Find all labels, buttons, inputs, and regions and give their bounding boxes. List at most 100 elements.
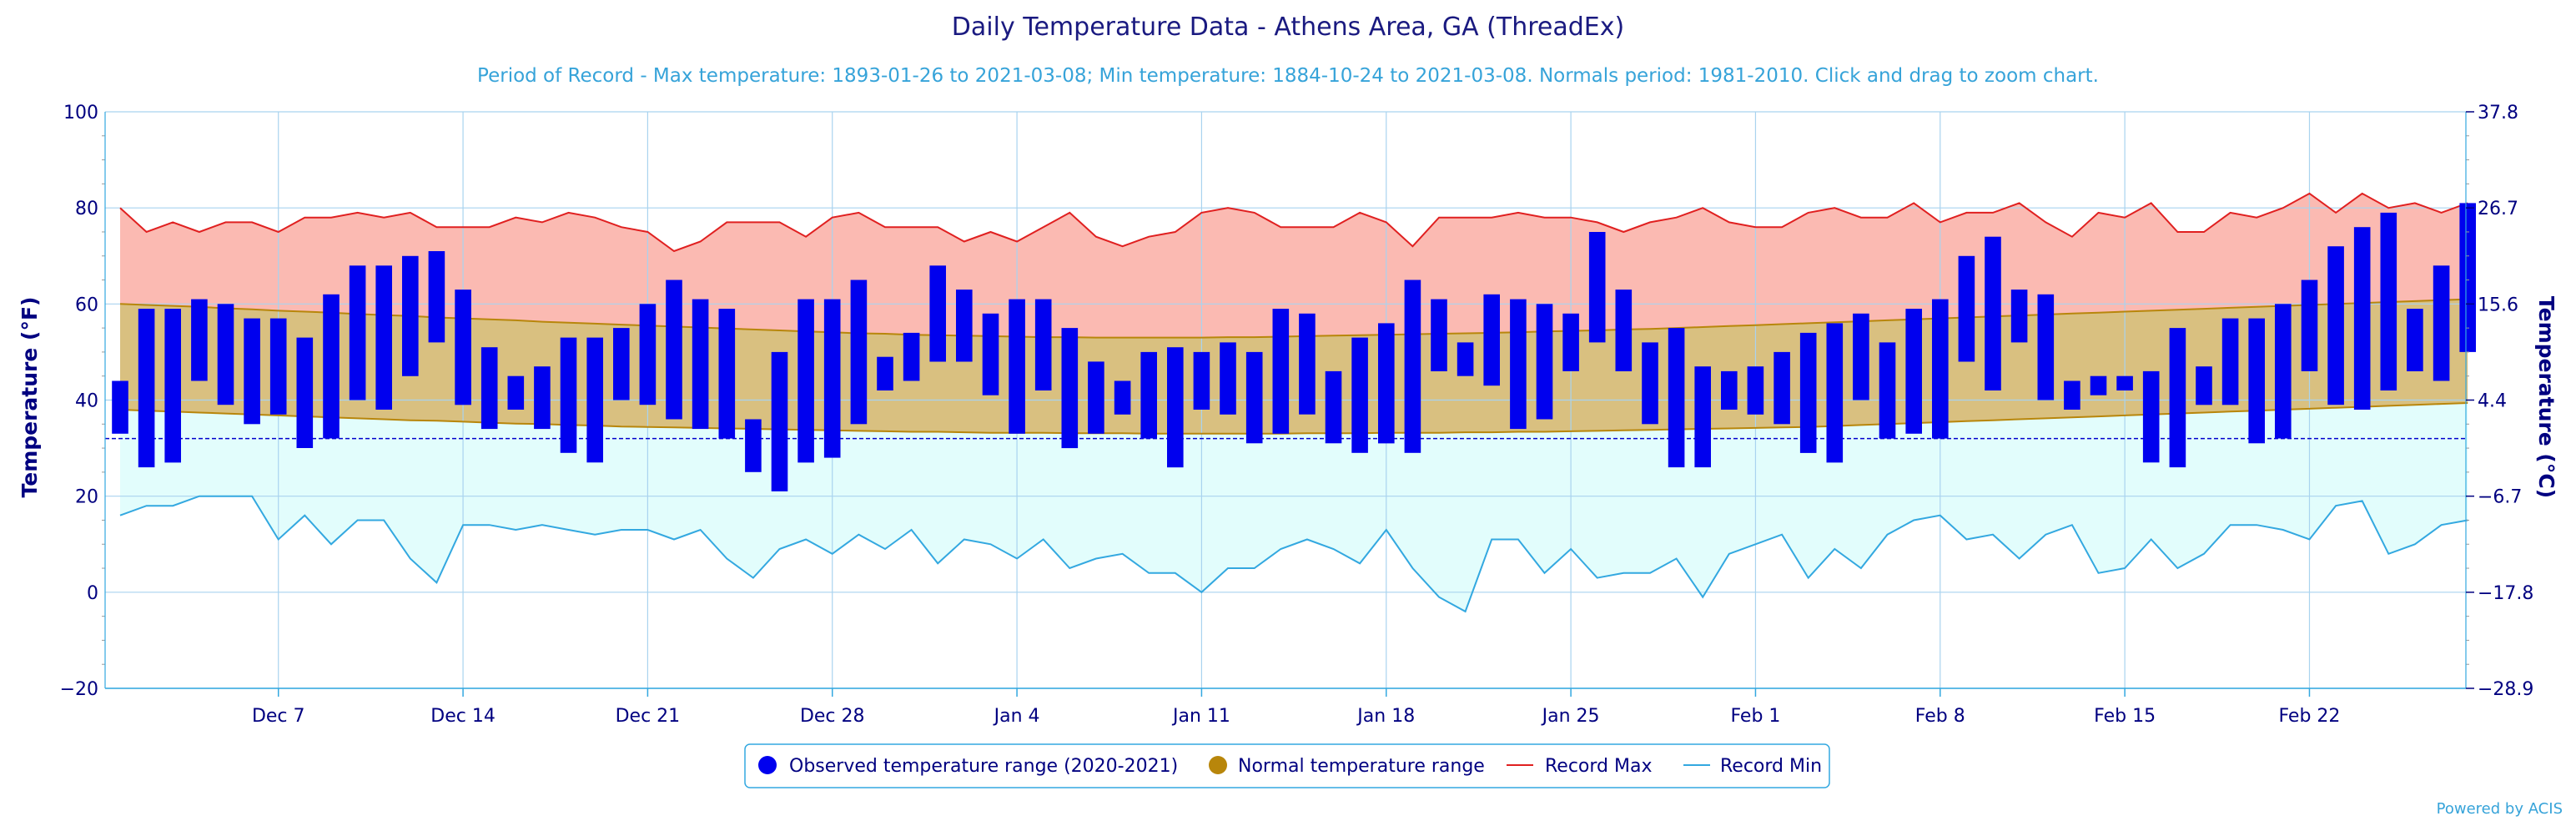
observed-range-bar (1272, 309, 1290, 434)
y-tick-label-c: −17.8 (2478, 583, 2533, 604)
observed-range-bar (217, 304, 234, 405)
observed-range-bar (1615, 290, 1633, 371)
observed-range-bar (296, 337, 314, 448)
x-tick-label: Feb 8 (1915, 706, 1965, 727)
legend-observed-dot[interactable] (758, 756, 777, 774)
y-tick-label-c: −28.9 (2478, 679, 2533, 700)
observed-range-bar (850, 280, 868, 425)
x-tick-label: Jan 4 (993, 706, 1040, 727)
observed-range-bar (507, 375, 525, 410)
observed-range-bar (929, 265, 946, 362)
y-tick-label-f: 100 (63, 103, 98, 123)
chart-subtitle: Period of Record - Max temperature: 1893… (477, 65, 2099, 87)
observed-range-bar (2221, 318, 2239, 405)
observed-range-bar (2380, 212, 2397, 390)
observed-range-bar (1510, 299, 1527, 430)
observed-range-bar (2037, 294, 2055, 400)
observed-range-bar (1167, 347, 1184, 468)
observed-range-bar (877, 356, 893, 390)
observed-range-bar (1774, 351, 1790, 425)
observed-range-bar (1588, 232, 1606, 343)
observed-range-bar (1431, 299, 1447, 371)
observed-range-bar (1985, 236, 2001, 390)
observed-range-bar (1668, 328, 1685, 468)
observed-range-bar (692, 299, 709, 430)
observed-range-bar (2459, 203, 2476, 352)
observed-range-bar (2116, 375, 2133, 390)
observed-range-bar (269, 318, 287, 415)
observed-range-bar (1694, 366, 1711, 468)
observed-range-bar (1826, 323, 1844, 463)
observed-range-bar (2090, 375, 2107, 395)
observed-range-bar (2064, 380, 2080, 410)
observed-range-bar (2169, 328, 2186, 468)
observed-range-bar (1721, 370, 1738, 410)
x-tick-label: Jan 18 (1356, 706, 1415, 727)
observed-range-bar (323, 294, 340, 439)
observed-range-bar (1642, 342, 1658, 425)
powered-by-credit[interactable]: Powered by ACIS (2437, 800, 2563, 818)
observed-range-bar (534, 366, 551, 430)
legend-normal-dot[interactable] (1209, 756, 1227, 774)
observed-range-bar (560, 337, 577, 453)
y-tick-label-c: 37.8 (2478, 103, 2518, 123)
axes: 100 80 60 40 20 0 −20 37.8 26.7 15.6 4.4 −6.7 −17.8 −… (60, 103, 2534, 727)
observed-range-bar (138, 309, 155, 468)
observed-range-bar (1404, 280, 1421, 453)
x-tick-label: Jan 11 (1171, 706, 1230, 727)
observed-range-bar (1220, 342, 1236, 415)
x-tick-label: Dec 7 (252, 706, 305, 727)
y-tick-label-f: 20 (75, 487, 98, 508)
observed-range-bar (1088, 361, 1104, 434)
y-tick-label-f: 0 (87, 583, 98, 604)
observed-range-bar (1193, 351, 1210, 410)
normal-low-line (119, 402, 2468, 435)
observed-range-bar (1457, 342, 1474, 376)
observed-range-bar (2407, 309, 2423, 371)
observed-range-bar (1483, 294, 1500, 386)
observed-range-bar (1958, 255, 1975, 362)
observed-range-bar (244, 318, 260, 425)
observed-range-bar (1747, 366, 1764, 415)
observed-range-bar (2142, 370, 2160, 463)
observed-range-bar (771, 351, 788, 491)
observed-range-bar (1536, 304, 1553, 420)
x-tick-label: Dec 21 (616, 706, 681, 727)
observed-range-bar (2353, 227, 2371, 410)
observed-range-bar (164, 309, 181, 463)
observed-range-bar (1799, 332, 1817, 453)
legend-record-max-label[interactable]: Record Max (1545, 756, 1653, 777)
observed-range-bar (480, 347, 498, 430)
observed-range-bar (1905, 309, 1922, 434)
x-tick-label: Dec 28 (800, 706, 865, 727)
observed-range-bar (455, 290, 471, 405)
observed-range-bar (1853, 313, 1869, 400)
y-tick-label-f: 40 (75, 391, 98, 412)
observed-bars (112, 203, 2476, 491)
observed-range-bar (1562, 313, 1579, 371)
y-axis-title-right: Temperature (°C) (2534, 296, 2558, 498)
legend-observed-label[interactable]: Observed temperature range (2020-2021) (789, 756, 1178, 777)
observed-range-bar (1009, 299, 1025, 434)
legend-box (744, 743, 1830, 788)
observed-range-bar (956, 290, 973, 362)
observed-range-bar (666, 280, 682, 420)
observed-range-bar (402, 255, 419, 376)
observed-range-bar (613, 328, 630, 400)
observed-range-bar (1061, 328, 1079, 449)
observed-range-bar (112, 380, 128, 434)
observed-range-bar (586, 337, 603, 463)
observed-range-bar (2275, 304, 2292, 439)
observed-range-bar (1325, 370, 1342, 444)
observed-range-bar (2010, 290, 2028, 343)
x-tick-label: Feb 15 (2094, 706, 2156, 727)
y-tick-label-f: 80 (75, 199, 98, 219)
observed-range-bar (1351, 337, 1368, 453)
x-tick-label: Jan 25 (1541, 706, 1600, 727)
legend-normal-label[interactable]: Normal temperature range (1238, 756, 1485, 777)
y-tick-label-f: −20 (60, 679, 98, 700)
legend-record-min-label[interactable]: Record Min (1720, 756, 1822, 777)
observed-range-bar (2301, 280, 2318, 371)
